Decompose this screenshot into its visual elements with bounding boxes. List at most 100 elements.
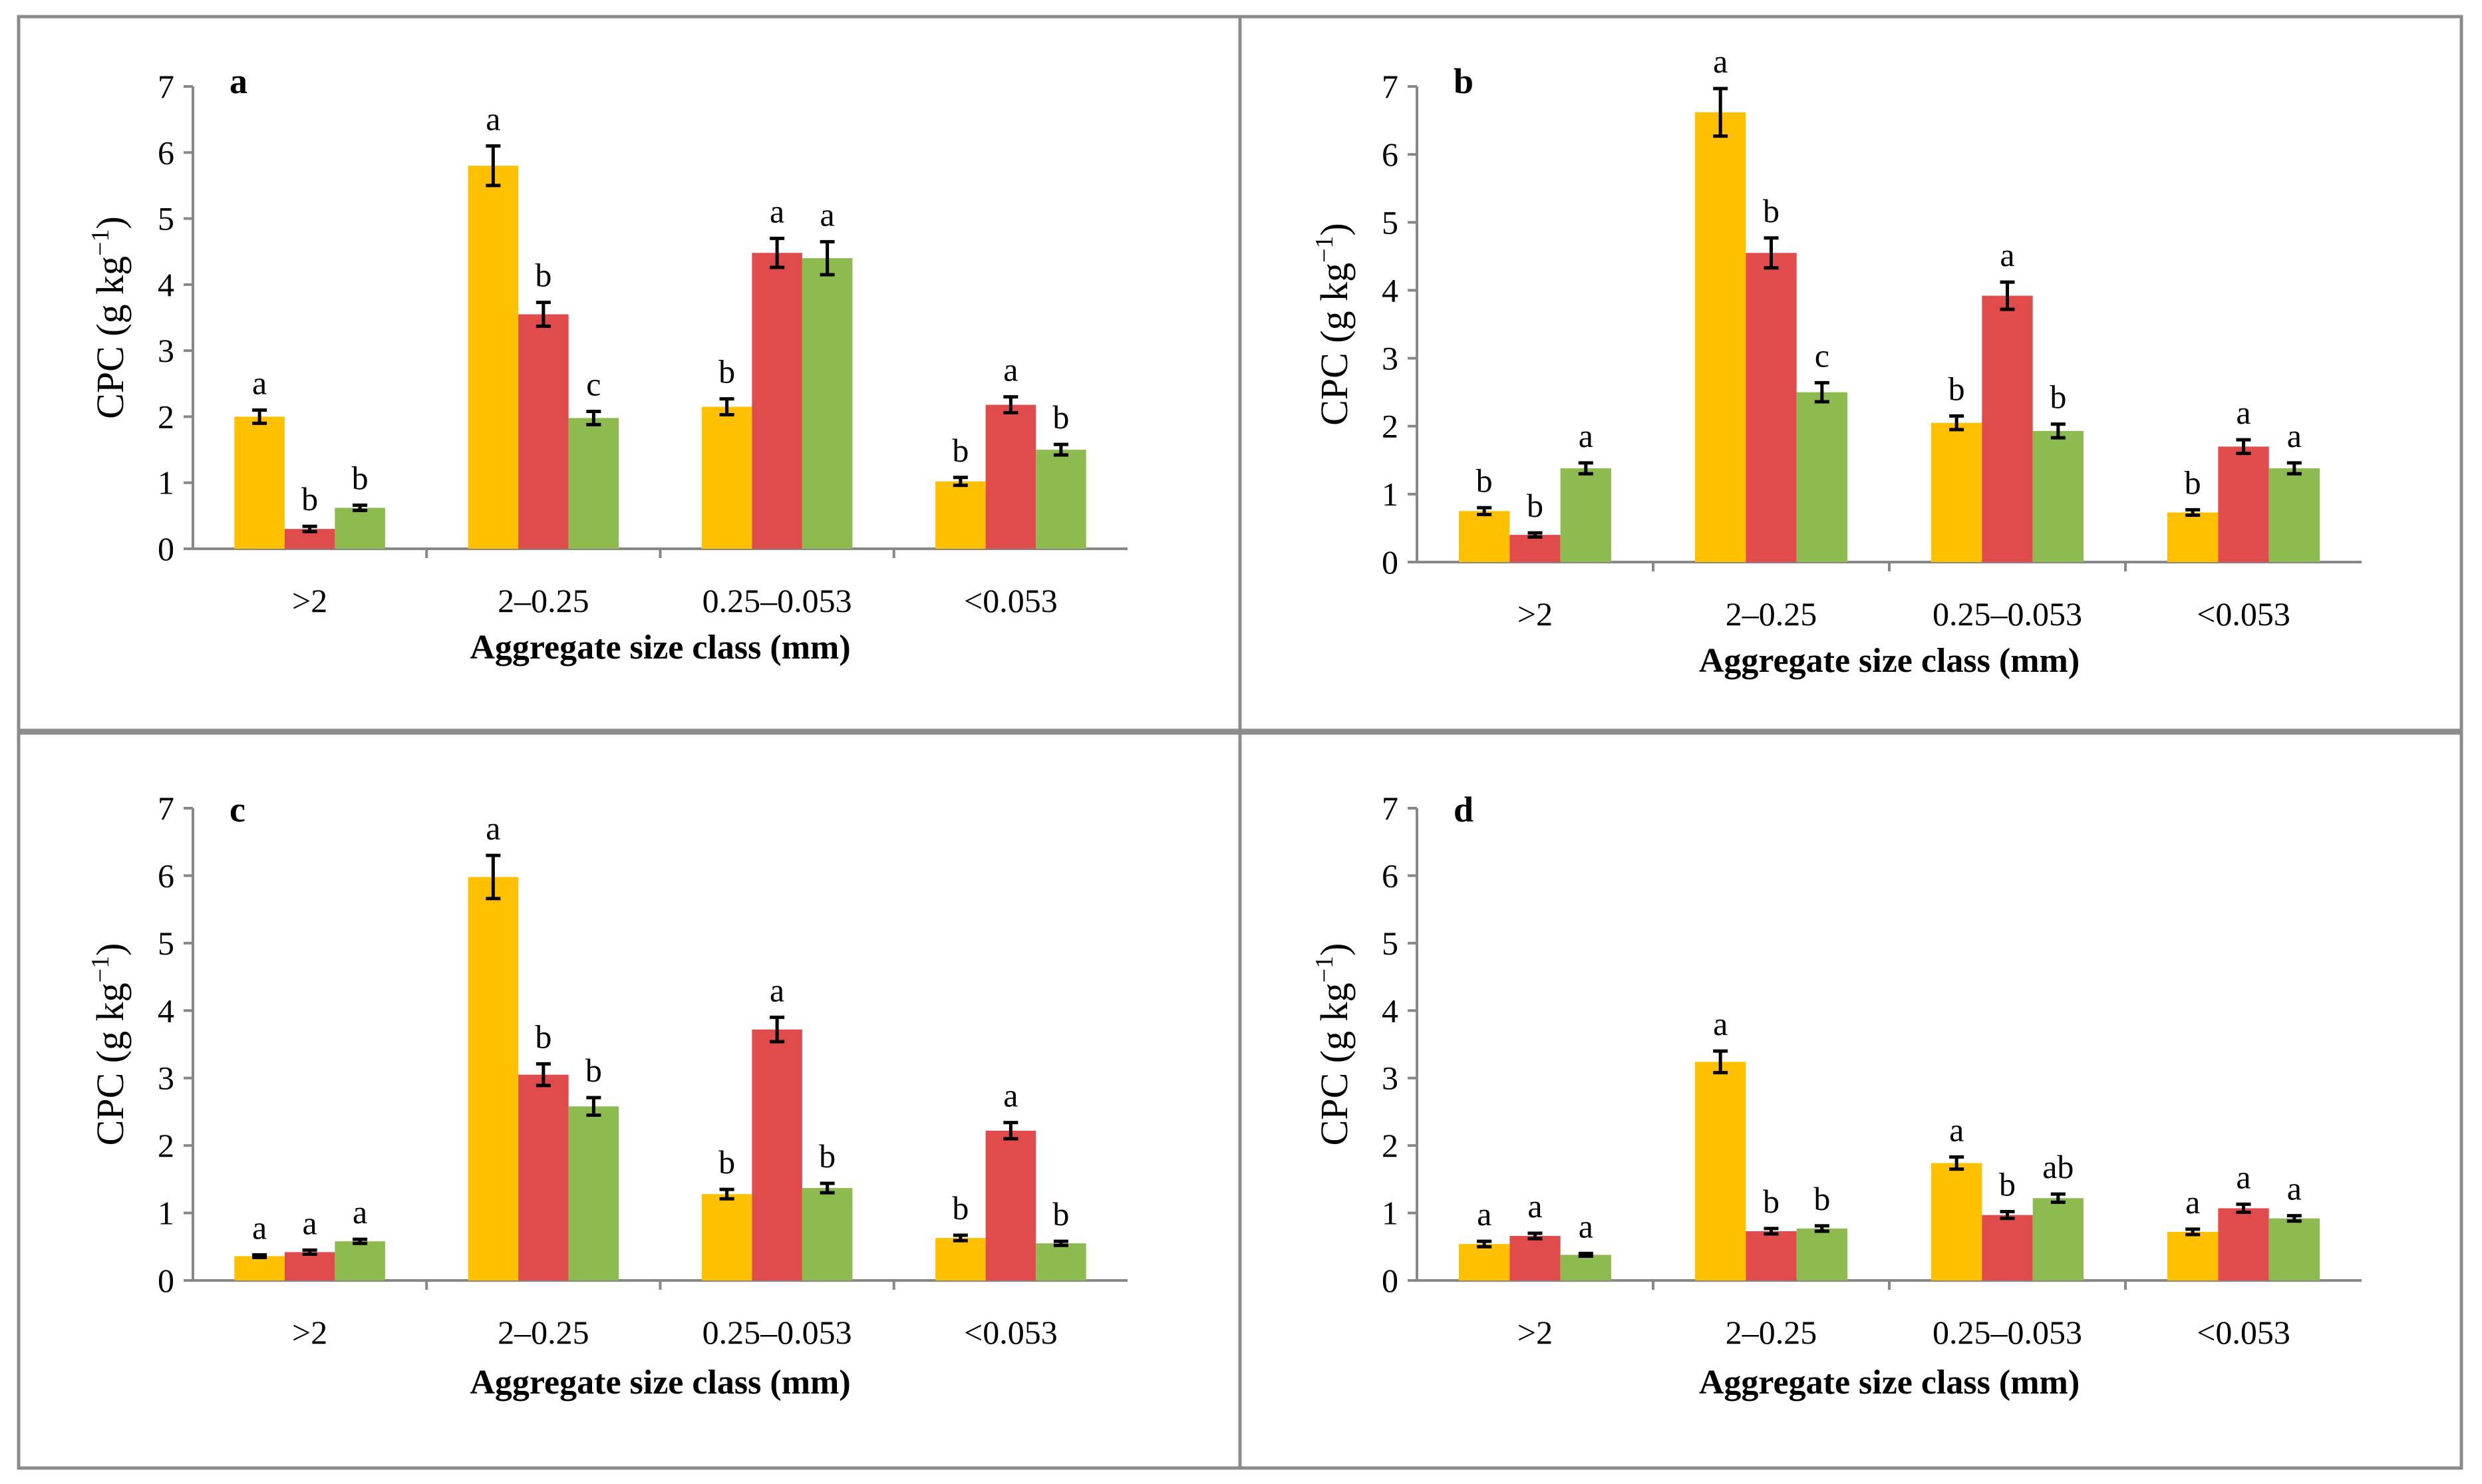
error-bar bbox=[1053, 1239, 1068, 1247]
bar-series2 bbox=[1982, 295, 2033, 562]
bar-series1 bbox=[2167, 512, 2219, 562]
significance-letter: b bbox=[718, 353, 735, 390]
y-tick-label: 0 bbox=[1382, 543, 1398, 581]
error-bar bbox=[2236, 438, 2251, 456]
error-bar bbox=[353, 503, 368, 512]
y-tick-label: 7 bbox=[1382, 68, 1398, 105]
error-bar bbox=[536, 1062, 551, 1088]
x-category-label: 2–0.25 bbox=[1726, 1314, 1817, 1351]
significance-letter: a bbox=[1003, 351, 1018, 388]
panel-frame bbox=[1238, 15, 2463, 732]
x-axis-label: Aggregate size class (mm) bbox=[470, 629, 850, 667]
bar-series3 bbox=[1796, 1228, 1847, 1280]
y-tick-label: 0 bbox=[158, 530, 174, 567]
panel-letter: d bbox=[1454, 790, 1474, 829]
error-bar bbox=[302, 524, 317, 533]
y-tick-label: 5 bbox=[158, 925, 174, 962]
x-axis-label: Aggregate size class (mm) bbox=[470, 1364, 850, 1402]
y-axis-label: CPC (g kg−1) bbox=[86, 216, 132, 419]
bar-series2 bbox=[1509, 535, 1561, 562]
significance-letter: a bbox=[1527, 1187, 1542, 1225]
error-bar bbox=[1949, 414, 1964, 432]
x-category-label: 2–0.25 bbox=[498, 582, 589, 619]
error-bar bbox=[719, 397, 734, 416]
significance-letter: b bbox=[535, 257, 551, 294]
x-category-label: <0.053 bbox=[964, 1314, 1058, 1351]
error-bar bbox=[1578, 1251, 1593, 1258]
y-tick-label: 1 bbox=[158, 464, 174, 502]
significance-letter: a bbox=[303, 1204, 317, 1241]
significance-letter: a bbox=[2236, 394, 2250, 431]
bar-series2 bbox=[752, 1029, 802, 1280]
y-tick-label: 7 bbox=[158, 790, 174, 827]
significance-letter: a bbox=[2236, 1158, 2250, 1195]
x-category-label: 0.25–0.053 bbox=[702, 1314, 852, 1351]
bar-series3 bbox=[802, 1188, 853, 1280]
error-bar bbox=[586, 1096, 601, 1117]
bar-series1 bbox=[234, 1256, 285, 1280]
y-tick-label: 2 bbox=[158, 398, 174, 435]
bar-series1 bbox=[234, 416, 285, 549]
significance-letter: b bbox=[1763, 1183, 1780, 1220]
bar-series1 bbox=[468, 166, 519, 549]
bar-series3 bbox=[1560, 468, 1611, 562]
x-axis-label: Aggregate size class (mm) bbox=[1699, 642, 2080, 680]
y-tick-label: 6 bbox=[158, 857, 174, 894]
error-bar bbox=[2000, 1210, 2015, 1221]
bar-series2 bbox=[518, 1074, 569, 1280]
significance-letter: b bbox=[1052, 1195, 1069, 1233]
y-axis-label: CPC (g kg−1) bbox=[1311, 943, 1356, 1146]
significance-letter: a bbox=[2185, 1183, 2200, 1221]
y-tick-label: 4 bbox=[158, 992, 174, 1029]
significance-letter: b bbox=[1476, 462, 1493, 499]
significance-letter: b bbox=[718, 1143, 735, 1181]
significance-letter: a bbox=[2287, 417, 2302, 454]
significance-letter: c bbox=[586, 365, 601, 402]
y-tick-label: 6 bbox=[1382, 857, 1398, 894]
error-bar bbox=[2000, 280, 2015, 311]
significance-letter: b bbox=[301, 480, 318, 518]
error-bar bbox=[2050, 422, 2066, 440]
bar-series1 bbox=[468, 877, 519, 1280]
error-bar bbox=[770, 1015, 785, 1044]
significance-letter: b bbox=[2050, 378, 2066, 416]
bar-series1 bbox=[701, 1194, 752, 1280]
error-bar bbox=[252, 408, 267, 425]
panel-letter: c bbox=[230, 790, 245, 829]
significance-letter: b bbox=[1813, 1180, 1830, 1217]
error-bar bbox=[953, 1233, 968, 1243]
y-tick-label: 6 bbox=[1382, 136, 1398, 173]
bar-series1 bbox=[935, 481, 986, 549]
significance-letter: a bbox=[770, 192, 784, 229]
x-category-label: 0.25–0.053 bbox=[1933, 595, 2082, 633]
x-category-label: >2 bbox=[1517, 1314, 1553, 1351]
bar-series1 bbox=[935, 1238, 986, 1280]
error-bar bbox=[1814, 1224, 1829, 1233]
bar-series2 bbox=[284, 1252, 335, 1280]
y-tick-label: 5 bbox=[1382, 925, 1398, 962]
bar-series1 bbox=[1459, 1244, 1510, 1280]
error-bar bbox=[1764, 236, 1779, 270]
significance-letter: b bbox=[352, 459, 369, 496]
x-category-label: >2 bbox=[292, 1314, 327, 1351]
y-tick-label: 2 bbox=[1382, 408, 1398, 445]
x-category-label: 0.25–0.053 bbox=[702, 582, 852, 619]
error-bar bbox=[2185, 508, 2201, 518]
error-bar bbox=[1003, 1121, 1018, 1141]
error-bar bbox=[486, 144, 501, 188]
error-bar bbox=[2236, 1202, 2251, 1215]
y-tick-label: 2 bbox=[1382, 1127, 1398, 1164]
significance-letter: b bbox=[1948, 370, 1965, 407]
y-tick-label: 0 bbox=[158, 1262, 174, 1299]
x-category-label: 2–0.25 bbox=[498, 1314, 589, 1351]
error-bar bbox=[1477, 506, 1492, 516]
significance-letter: b bbox=[819, 1137, 836, 1175]
bar-series2 bbox=[1746, 253, 1797, 562]
bar-series3 bbox=[2268, 1218, 2320, 1280]
error-bar bbox=[1578, 461, 1593, 476]
y-tick-label: 0 bbox=[1382, 1262, 1398, 1299]
y-tick-label: 2 bbox=[158, 1127, 174, 1164]
